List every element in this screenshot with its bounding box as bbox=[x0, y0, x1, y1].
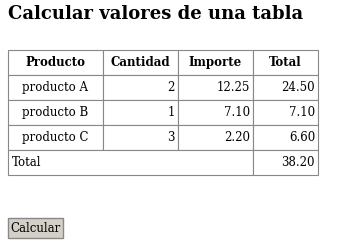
Text: Calcular: Calcular bbox=[11, 222, 61, 235]
Text: 3: 3 bbox=[168, 131, 175, 144]
Bar bbox=[8, 150, 253, 175]
Text: 38.20: 38.20 bbox=[282, 156, 315, 169]
Bar bbox=[103, 75, 178, 100]
Bar bbox=[8, 100, 103, 125]
Text: 7.10: 7.10 bbox=[289, 106, 315, 119]
Bar bbox=[8, 125, 103, 150]
Bar bbox=[103, 125, 178, 150]
Bar bbox=[253, 100, 318, 125]
Bar bbox=[103, 50, 178, 75]
Bar bbox=[8, 218, 63, 238]
Bar bbox=[253, 50, 318, 75]
Bar bbox=[178, 50, 253, 75]
Text: 24.50: 24.50 bbox=[282, 81, 315, 94]
Text: Calcular valores de una tabla: Calcular valores de una tabla bbox=[8, 5, 303, 23]
Text: producto A: producto A bbox=[22, 81, 88, 94]
Text: Total: Total bbox=[269, 56, 302, 69]
Bar bbox=[178, 75, 253, 100]
Bar bbox=[178, 100, 253, 125]
Text: 1: 1 bbox=[168, 106, 175, 119]
Text: 2: 2 bbox=[168, 81, 175, 94]
Bar bbox=[253, 75, 318, 100]
Text: producto C: producto C bbox=[22, 131, 89, 144]
Text: 2.20: 2.20 bbox=[224, 131, 250, 144]
Bar bbox=[103, 100, 178, 125]
Bar bbox=[253, 125, 318, 150]
Text: Producto: Producto bbox=[26, 56, 85, 69]
Text: 6.60: 6.60 bbox=[289, 131, 315, 144]
Text: Total: Total bbox=[12, 156, 41, 169]
Text: Importe: Importe bbox=[189, 56, 242, 69]
Text: 7.10: 7.10 bbox=[224, 106, 250, 119]
Bar bbox=[8, 50, 103, 75]
Bar bbox=[253, 150, 318, 175]
Text: 12.25: 12.25 bbox=[217, 81, 250, 94]
Text: producto B: producto B bbox=[22, 106, 89, 119]
Text: Cantidad: Cantidad bbox=[111, 56, 170, 69]
Bar bbox=[178, 125, 253, 150]
Bar bbox=[8, 75, 103, 100]
